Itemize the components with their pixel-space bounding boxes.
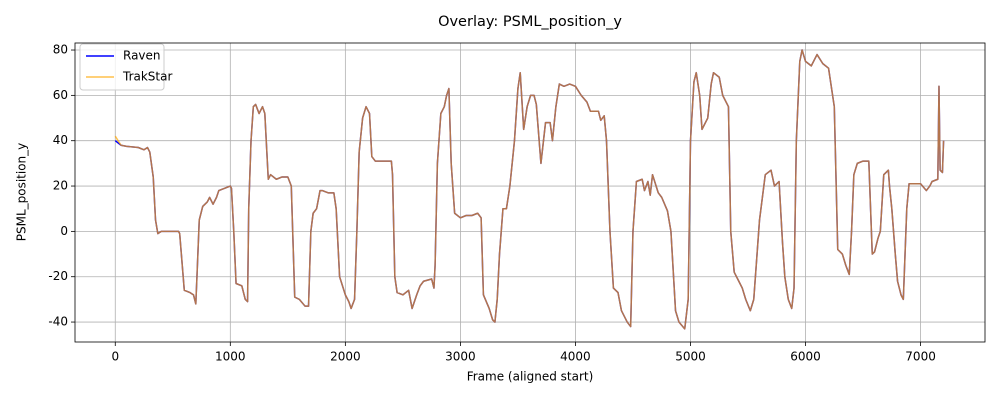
- y-tick-label: 20: [53, 179, 68, 193]
- series-line: [114, 49, 945, 330]
- y-tick-label: -20: [48, 269, 68, 283]
- x-tick-label: 4000: [560, 350, 591, 364]
- x-tick-label: 6000: [790, 350, 821, 364]
- legend-label: Raven: [123, 49, 161, 63]
- y-axis-label: PSML_position_y: [15, 143, 29, 242]
- y-tick-label: 60: [53, 88, 68, 102]
- plot-frame: [74, 42, 986, 343]
- y-tick-label: 0: [60, 224, 68, 238]
- series-line: [114, 49, 945, 330]
- x-tick-label: 3000: [445, 350, 476, 364]
- x-tick-label: 2000: [330, 350, 361, 364]
- y-tick-label: 80: [53, 43, 68, 57]
- x-tick-label: 0: [111, 350, 119, 364]
- x-tick-label: 5000: [675, 350, 706, 364]
- legend-label: TrakStar: [122, 70, 172, 84]
- x-axis-label: Frame (aligned start): [467, 370, 594, 384]
- y-tick-label: 40: [53, 133, 68, 147]
- x-tick-label: 7000: [905, 350, 936, 364]
- x-tick-label: 1000: [215, 350, 246, 364]
- y-tick-label: -40: [48, 315, 68, 329]
- chart-title: Overlay: PSML_position_y: [438, 14, 622, 30]
